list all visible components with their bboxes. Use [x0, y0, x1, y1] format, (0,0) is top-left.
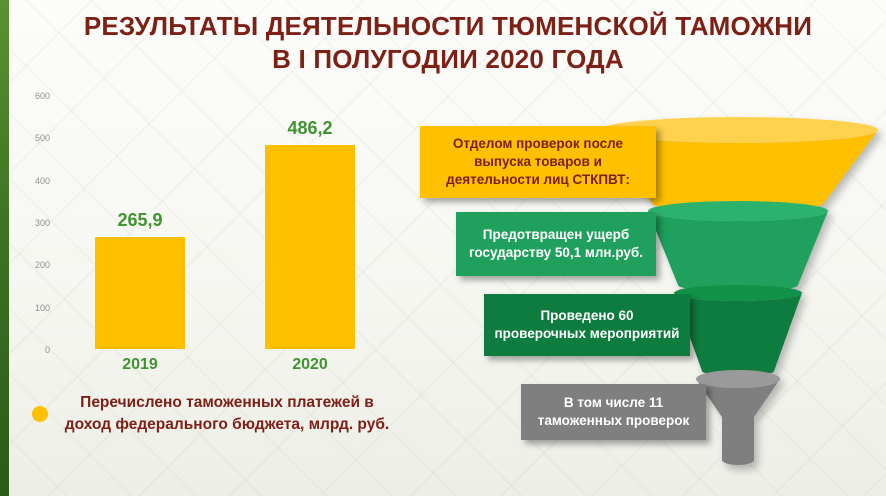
slide-title-line2: В I ПОЛУГОДИИ 2020 ГОДА: [272, 44, 624, 75]
legend-marker: [32, 405, 48, 422]
funnel-step-4-label: В том числе 11 таможенных проверок: [521, 384, 706, 440]
funnel-diagram: [600, 117, 878, 465]
bar-slot-2020: 486,2: [265, 97, 355, 349]
y-axis-tick-label: 100: [34, 302, 50, 313]
funnel-segment-3-rim: [674, 285, 802, 301]
funnel-step-3-label: Проведено 60 проверочных мероприятий: [484, 294, 690, 356]
y-axis-tick-label: 300: [34, 217, 50, 228]
bar-value-label-2020: 486,2: [287, 117, 333, 138]
funnel-segment-1-rim: [600, 117, 878, 143]
x-axis-label-2019: 2019: [122, 356, 158, 373]
y-axis: 600 500 400 300 200 100 0: [26, 91, 50, 355]
funnel-segment-4-rim: [696, 370, 780, 388]
slide-title-line1: РЕЗУЛЬТАТЫ ДЕЯТЕЛЬНОСТИ ТЮМЕНСКОЙ ТАМОЖН…: [83, 11, 813, 41]
funnel-step-2-label: Предотвращен ущерб государству 50,1 млн.…: [456, 212, 656, 276]
left-green-stripe: [0, 0, 9, 496]
funnel-segment-3: [674, 293, 802, 376]
bar-slot-2019: 265,9: [95, 97, 185, 349]
funnel-segment-2: [648, 211, 828, 292]
chart-legend: Перечислено таможенных платежей в доход …: [32, 392, 392, 435]
funnel-segment-1: [600, 130, 878, 212]
bar-chart: 265,9 486,2: [60, 97, 390, 349]
x-axis-label-2020: 2020: [292, 356, 328, 373]
y-axis-tick-label: 200: [34, 260, 50, 271]
x-axis: 2019 2020: [60, 356, 390, 374]
funnel-step-1-label: Отделом проверок после выпуска товаров и…: [420, 126, 656, 198]
bar-value-label-2019: 265,9: [117, 210, 163, 231]
funnel-segment-4: [696, 379, 780, 465]
y-axis-tick-label: 400: [34, 175, 50, 186]
bar-2019: [95, 237, 185, 349]
y-axis-tick-label: 600: [34, 91, 50, 101]
bar-2020: [265, 144, 355, 349]
y-axis-tick-label: 0: [44, 344, 50, 355]
y-axis-tick-label: 500: [34, 133, 50, 144]
legend-text: Перечислено таможенных платежей в доход …: [64, 394, 390, 433]
slide-title: РЕЗУЛЬТАТЫ ДЕЯТЕЛЬНОСТИ ТЮМЕНСКОЙ ТАМОЖН…: [24, 10, 872, 77]
funnel-segment-2-rim: [648, 201, 828, 221]
